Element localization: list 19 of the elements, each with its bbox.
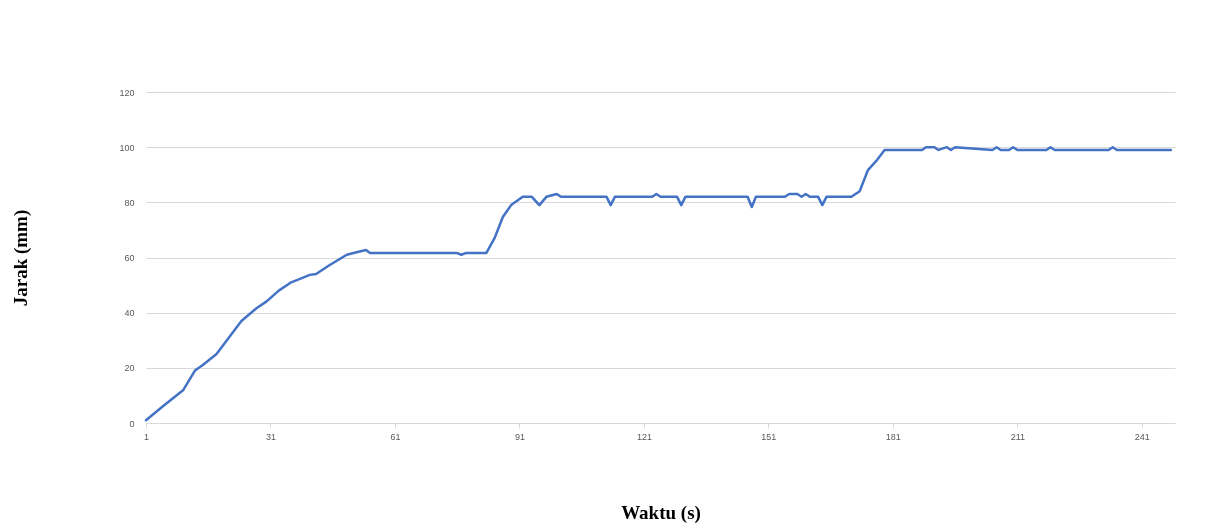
y-axis-title: Jarak (mm)	[10, 209, 33, 307]
x-axis-title: Waktu (s)	[621, 501, 701, 524]
y-tick-label: 60	[124, 253, 135, 263]
x-tick-label: 181	[885, 431, 901, 442]
y-tick-label: 20	[124, 363, 135, 374]
y-tick-label: 100	[119, 142, 135, 153]
x-tick-label: 61	[390, 431, 401, 442]
y-tick-label: 40	[124, 308, 135, 319]
y-tick-label: 80	[124, 197, 135, 208]
y-tick-label: 120	[119, 87, 135, 98]
x-tick-label: 121	[636, 431, 652, 442]
x-tick-label: 211	[1010, 431, 1026, 442]
y-tick-label: 0	[129, 418, 135, 429]
line-series	[144, 145, 1173, 422]
x-tick-label: 31	[265, 431, 276, 442]
x-tick-label: 241	[1134, 431, 1150, 442]
x-tick-label: 91	[514, 431, 525, 442]
x-tick-label: 1	[143, 431, 150, 442]
x-tick-label: 151	[761, 431, 777, 442]
